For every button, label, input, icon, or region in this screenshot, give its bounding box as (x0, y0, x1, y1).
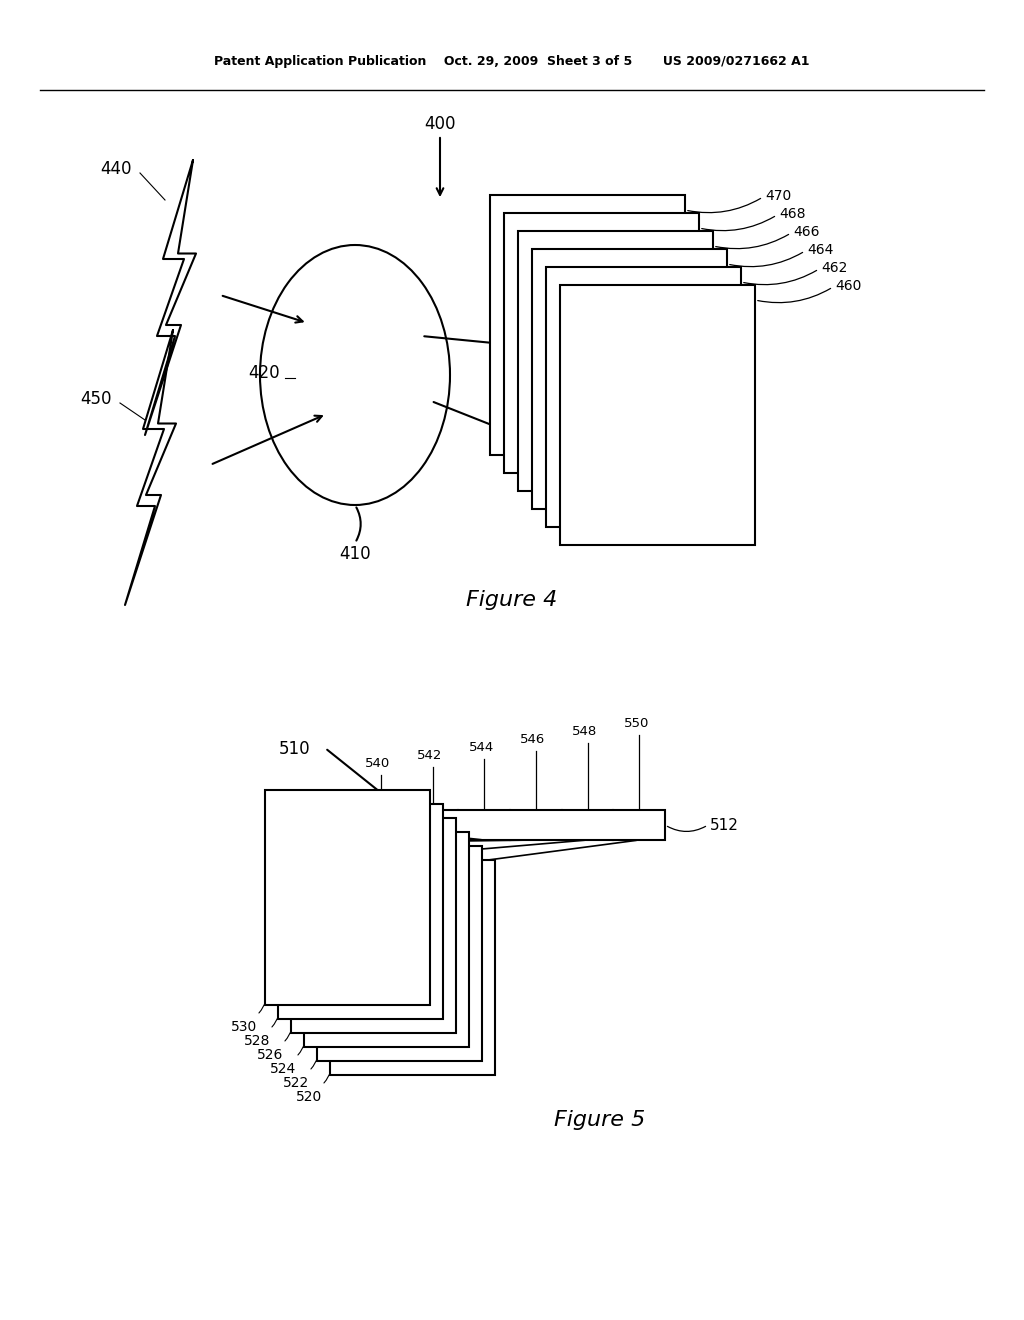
Bar (518, 231, 713, 491)
Text: 528: 528 (244, 1034, 270, 1048)
Text: 400: 400 (424, 115, 456, 133)
Text: 512: 512 (710, 817, 739, 833)
Text: 468: 468 (779, 207, 806, 220)
Bar (291, 818, 456, 1034)
Bar (560, 285, 755, 545)
Text: 530: 530 (230, 1020, 257, 1034)
Text: 550: 550 (624, 717, 649, 730)
Text: 470: 470 (765, 189, 792, 203)
Text: 410: 410 (339, 545, 371, 564)
Text: 540: 540 (366, 756, 390, 770)
Text: 450: 450 (80, 389, 112, 408)
Text: 460: 460 (835, 279, 861, 293)
Text: 544: 544 (469, 741, 494, 754)
Text: 542: 542 (417, 748, 442, 762)
Text: 520: 520 (296, 1090, 322, 1104)
Bar (317, 846, 482, 1061)
Bar (265, 789, 430, 1005)
Text: Figure 4: Figure 4 (466, 590, 558, 610)
Text: 464: 464 (807, 243, 834, 257)
Text: 548: 548 (571, 725, 597, 738)
Text: 546: 546 (520, 733, 546, 746)
Bar (330, 861, 495, 1074)
Text: 522: 522 (283, 1076, 309, 1090)
Text: 420: 420 (249, 364, 280, 381)
Bar (546, 267, 741, 527)
Text: Figure 5: Figure 5 (554, 1110, 645, 1130)
Bar (304, 832, 469, 1047)
Text: 440: 440 (100, 160, 131, 178)
Bar (504, 213, 699, 473)
Text: 466: 466 (793, 224, 819, 239)
Text: 510: 510 (279, 741, 310, 758)
Text: 526: 526 (257, 1048, 283, 1063)
Bar (532, 249, 727, 510)
Bar (490, 195, 685, 455)
Text: 524: 524 (269, 1063, 296, 1076)
Text: 462: 462 (821, 261, 848, 275)
Bar (355, 810, 665, 840)
Text: Patent Application Publication    Oct. 29, 2009  Sheet 3 of 5       US 2009/0271: Patent Application Publication Oct. 29, … (214, 55, 810, 69)
Bar (278, 804, 443, 1019)
